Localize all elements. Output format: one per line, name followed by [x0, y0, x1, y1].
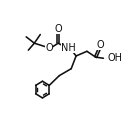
Text: OH: OH [107, 53, 122, 63]
Text: O: O [96, 40, 104, 50]
Text: NH: NH [61, 43, 76, 53]
Text: O: O [54, 24, 62, 34]
Text: O: O [45, 43, 53, 53]
